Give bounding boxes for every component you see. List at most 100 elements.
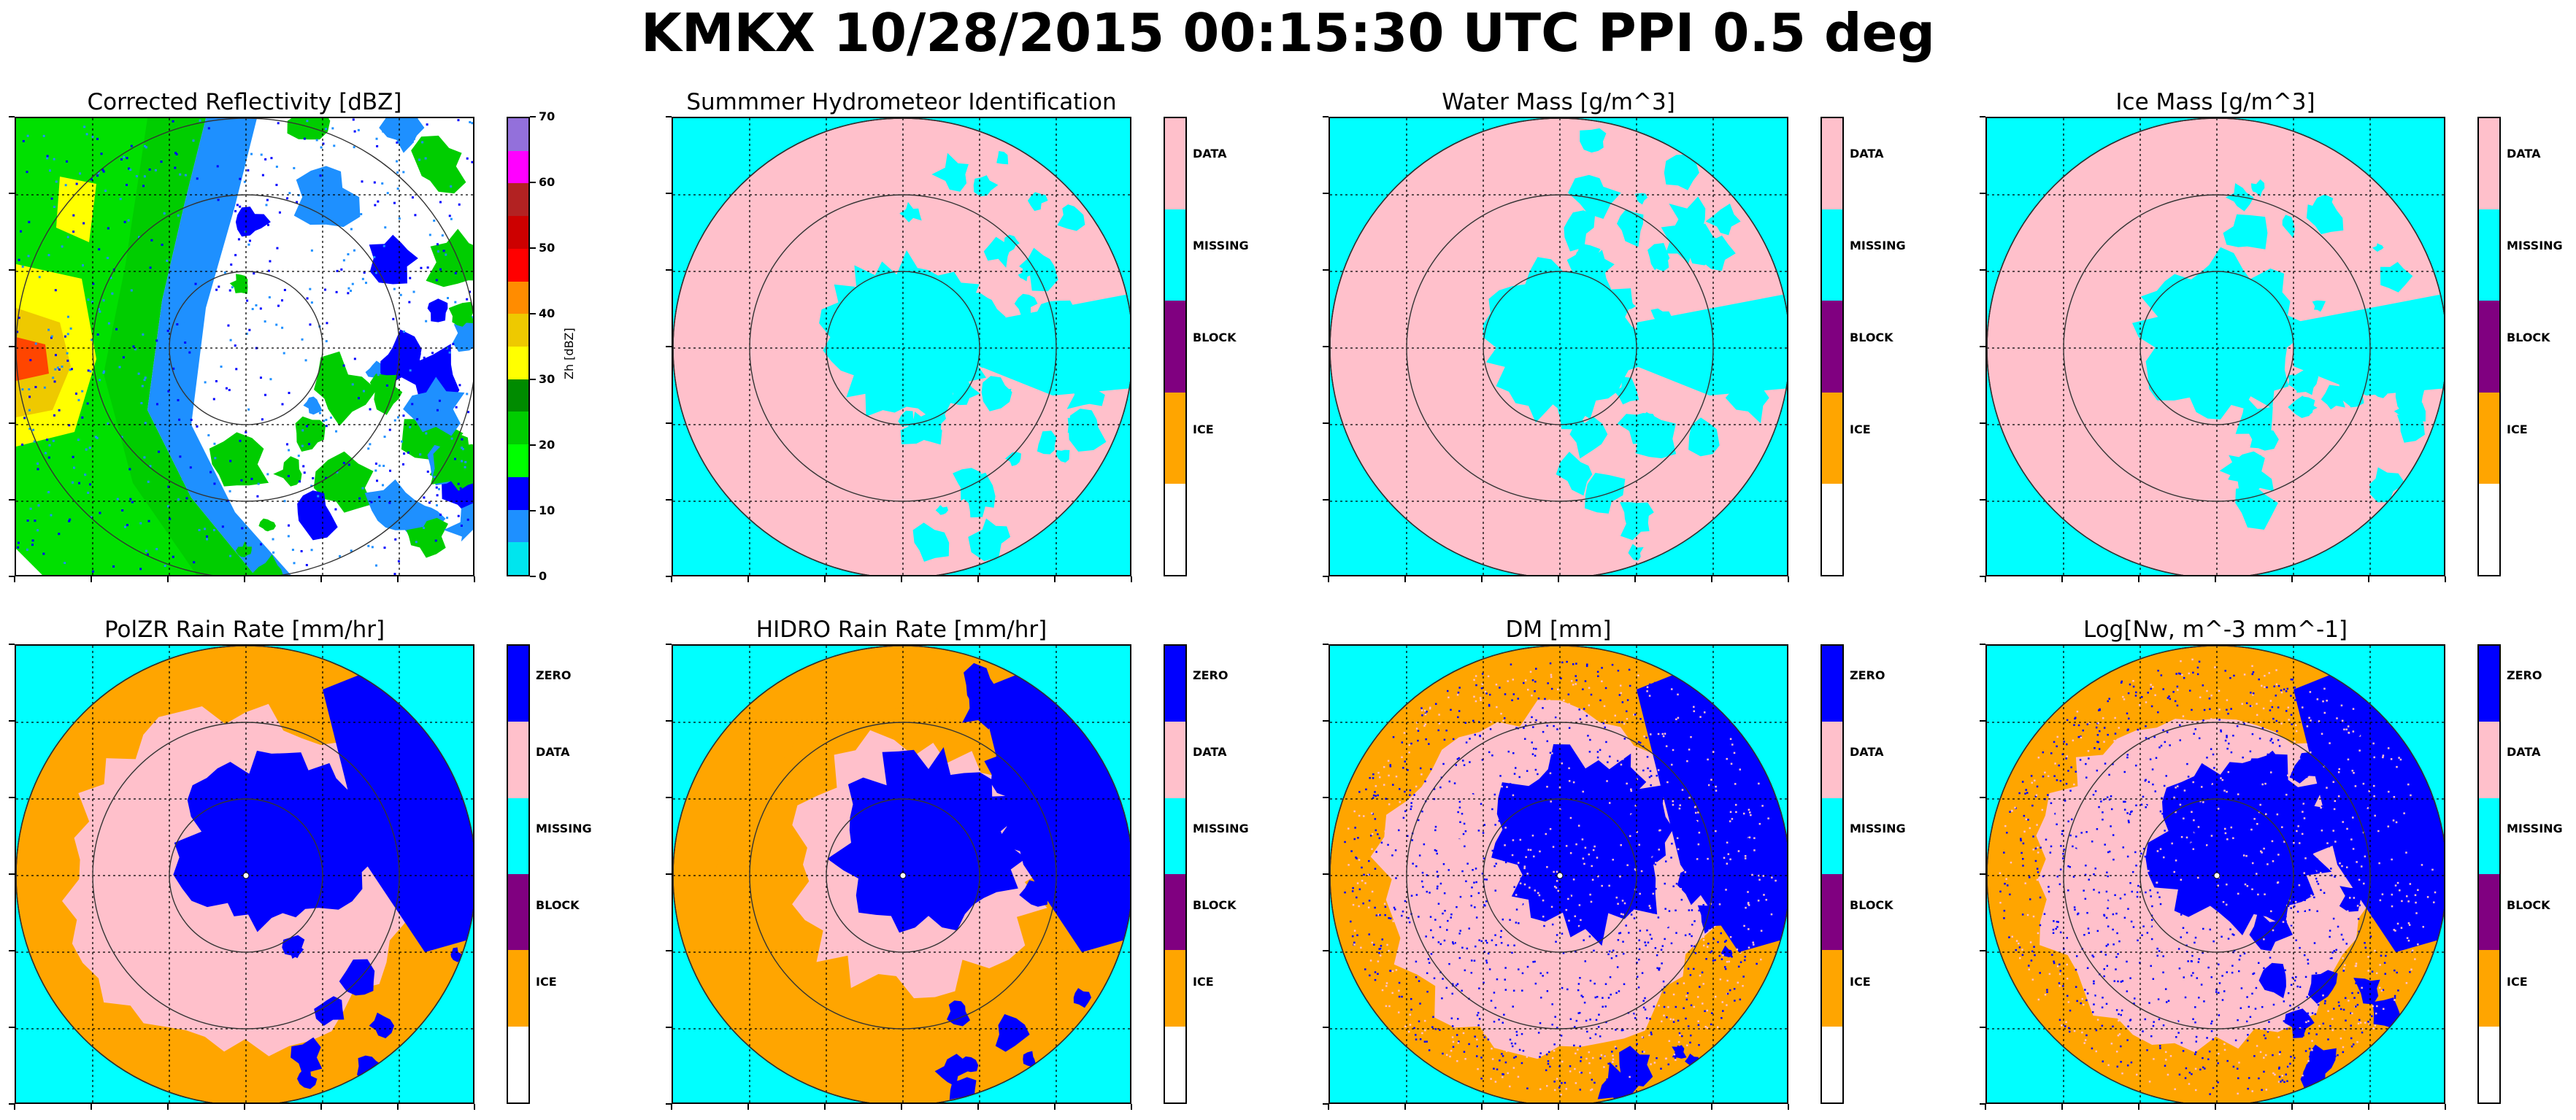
echo-core <box>56 177 96 242</box>
speckle <box>1649 907 1652 909</box>
speckle <box>1618 932 1620 935</box>
speckle <box>1476 1038 1478 1040</box>
speckle <box>1466 947 1469 950</box>
speckle <box>2333 1008 2335 1010</box>
speckle <box>1673 1053 1676 1056</box>
speckle <box>1462 833 1465 835</box>
speckle <box>2307 841 2310 843</box>
speckle <box>1638 958 1640 961</box>
speckle <box>28 220 31 223</box>
speckle <box>2357 1022 2360 1025</box>
speckle <box>2231 978 2234 981</box>
speckle <box>361 277 364 280</box>
speckle <box>1526 873 1529 875</box>
speckle <box>1633 714 1635 716</box>
speckle <box>2137 790 2139 792</box>
speckle <box>1512 754 1515 757</box>
colorbar-segment-missing <box>2479 797 2499 874</box>
speckle <box>390 125 393 128</box>
speckle <box>2237 892 2239 895</box>
speckle <box>1491 1047 1493 1050</box>
zero-cell <box>961 1056 979 1073</box>
speckle <box>2097 709 2100 711</box>
zero-region <box>827 747 1026 933</box>
speckle <box>1631 872 1634 875</box>
missing-cell <box>2344 353 2364 372</box>
speckle <box>319 174 322 177</box>
speckle <box>1450 708 1452 711</box>
speckle <box>1591 1038 1593 1041</box>
speckle <box>2275 683 2278 686</box>
speckle <box>1456 983 1459 985</box>
speckle <box>2174 1088 2176 1091</box>
speckle <box>2283 769 2285 771</box>
speckle <box>2175 820 2177 823</box>
speckle <box>1533 855 1535 858</box>
speckle <box>1663 1014 1665 1017</box>
speckle <box>1531 834 1534 837</box>
range-ring <box>2063 194 2371 502</box>
speckle <box>2366 894 2368 896</box>
speckle <box>2387 825 2390 827</box>
speckle <box>1693 806 1696 808</box>
speckle <box>1437 876 1439 878</box>
speckle <box>1499 864 1502 867</box>
speckle <box>2142 795 2145 798</box>
speckle <box>2206 1037 2208 1039</box>
speckle <box>38 276 41 279</box>
speckle <box>1461 989 1463 992</box>
speckle <box>2169 744 2171 746</box>
speckle <box>2054 812 2056 815</box>
speckle <box>2346 827 2348 830</box>
speckle <box>1493 1020 1496 1023</box>
speckle <box>1648 905 1651 907</box>
speckle <box>1431 1026 1434 1028</box>
speckle <box>1590 818 1592 820</box>
speckle <box>1630 914 1633 916</box>
colorbar-segment-data <box>1822 118 1842 210</box>
speckle <box>315 139 318 142</box>
plot-dm <box>1329 644 1788 1104</box>
speckle <box>1523 867 1526 870</box>
speckle <box>2391 905 2394 908</box>
zero-cell <box>428 791 442 806</box>
speckle <box>2257 919 2260 921</box>
speckle <box>2334 800 2337 803</box>
speckle <box>1744 862 1747 864</box>
speckle <box>2332 781 2335 783</box>
speckle <box>1406 906 1408 909</box>
speckle <box>1715 788 1718 791</box>
speckle <box>2129 994 2131 996</box>
speckle <box>1555 941 1557 943</box>
speckle <box>1573 1044 1575 1047</box>
speckle <box>2231 933 2234 935</box>
speckle <box>1446 929 1448 931</box>
speckle <box>2305 1021 2307 1024</box>
speckle <box>1646 686 1649 689</box>
axis-tick <box>9 720 15 722</box>
missing-cell <box>1569 417 1608 459</box>
speckle <box>1729 820 1731 822</box>
speckle <box>28 409 31 412</box>
speckle <box>1693 946 1696 949</box>
speckle <box>2084 873 2087 876</box>
speckle <box>1537 855 1539 858</box>
speckle <box>2229 951 2232 954</box>
speckle <box>1704 1025 1707 1028</box>
speckle <box>2197 827 2199 830</box>
speckle <box>2374 814 2376 817</box>
speckle <box>102 371 105 374</box>
missing-cell <box>1650 308 1672 325</box>
speckle <box>1604 991 1607 993</box>
speckle <box>1765 898 1768 901</box>
speckle <box>1610 957 1613 959</box>
speckle <box>2123 808 2126 811</box>
speckle <box>2302 1074 2304 1077</box>
speckle <box>2136 895 2139 898</box>
speckle <box>1385 1005 1388 1008</box>
speckle <box>1694 952 1697 954</box>
speckle <box>1693 945 1696 948</box>
speckle <box>2058 985 2061 987</box>
speckle <box>2307 962 2310 965</box>
speckle <box>1404 760 1407 762</box>
